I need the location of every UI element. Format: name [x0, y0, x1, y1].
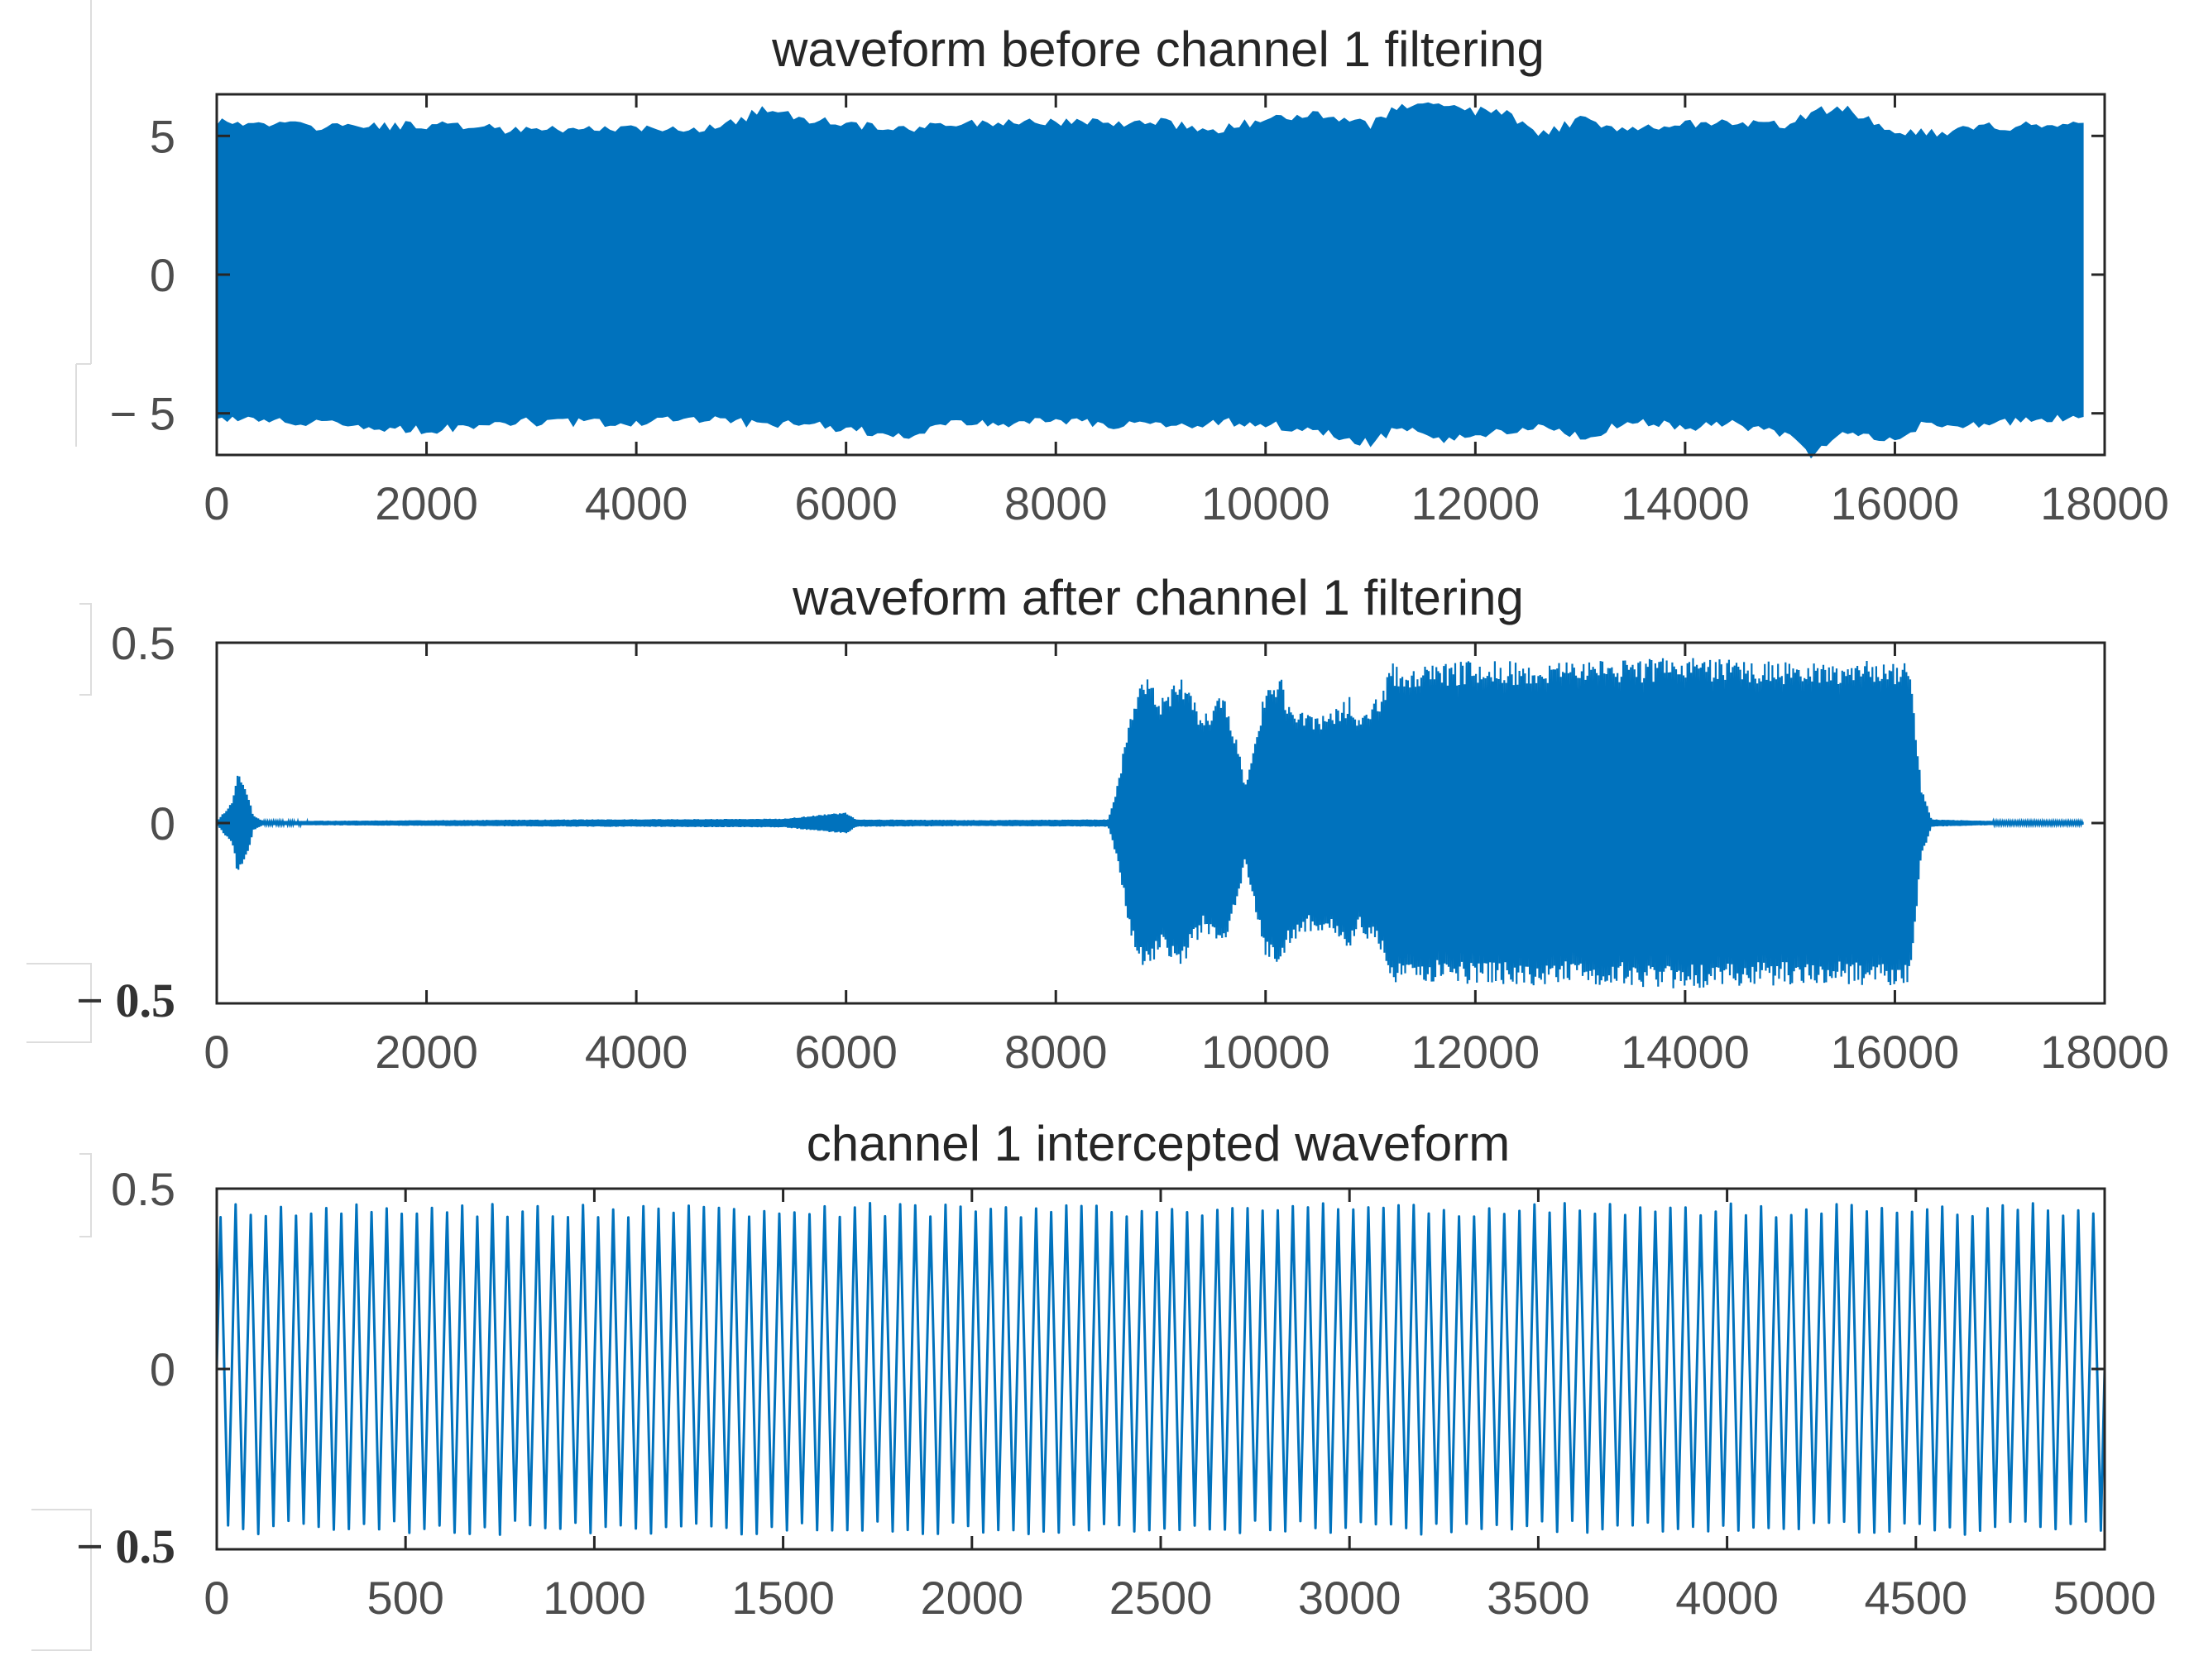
x-tick-label: 4000 [585, 477, 688, 529]
x-axis-tick-labels: 0 500 1000 1500 2000 2500 3000 3500 4000… [204, 1572, 2156, 1624]
y-tick-label: 0 [150, 1343, 175, 1395]
chart-panel-filtered: waveform after channel 1 filtering 0 200… [76, 570, 2169, 1078]
plot-border [215, 641, 2106, 1005]
plot-content [215, 1202, 2106, 1536]
x-tick-label: 6000 [794, 477, 898, 529]
axis-ticks [215, 641, 2106, 1005]
x-tick-label: 18000 [2040, 477, 2169, 529]
series-channel-1-raw [217, 102, 2084, 459]
plot-content [217, 102, 2084, 459]
plot-border [215, 1187, 2106, 1551]
x-tick-label: 14000 [1621, 1026, 1750, 1078]
x-tick-label: 16000 [1831, 1026, 1960, 1078]
chart-panel-intercepted: channel 1 intercepted waveform 0 500 100… [76, 1116, 2156, 1624]
chart-title: waveform after channel 1 filtering [792, 570, 1524, 625]
y-tick-label: − 5 [110, 388, 175, 440]
x-tick-label: 3500 [1487, 1572, 1590, 1624]
x-tick-label: 2000 [375, 1026, 478, 1078]
x-tick-label: 1000 [543, 1572, 646, 1624]
x-tick-label: 18000 [2040, 1026, 2169, 1078]
y-tick-label: 0 [150, 249, 175, 301]
x-axis-tick-labels: 0 2000 4000 6000 8000 10000 12000 14000 … [204, 477, 2168, 529]
y-tick-label: − 0.5 [76, 1520, 175, 1573]
chart-title: waveform before channel 1 filtering [771, 22, 1545, 77]
x-tick-label: 10000 [1201, 477, 1330, 529]
y-axis-tick-labels: 5 0 − 5 [110, 110, 175, 439]
x-tick-label: 0 [204, 1026, 229, 1078]
x-tick-label: 8000 [1004, 1026, 1108, 1078]
x-tick-label: 5000 [2053, 1572, 2157, 1624]
x-tick-label: 500 [366, 1572, 443, 1624]
x-tick-label: 10000 [1201, 1026, 1330, 1078]
plot-content [215, 658, 2084, 988]
x-tick-label: 14000 [1621, 477, 1750, 529]
x-tick-label: 2500 [1109, 1572, 1213, 1624]
x-tick-label: 12000 [1411, 477, 1540, 529]
y-axis-tick-labels: 0.5 0 − 0.5 [76, 1163, 175, 1573]
x-axis-tick-labels: 0 2000 4000 6000 8000 10000 12000 14000 … [204, 1026, 2168, 1078]
scan-artifacts [26, 0, 92, 1651]
y-tick-label: 0.5 [111, 617, 175, 669]
x-tick-label: 4000 [1675, 1572, 1779, 1624]
series-channel-1-segment [215, 1202, 2106, 1536]
x-tick-label: 2000 [375, 477, 478, 529]
x-tick-label: 3000 [1298, 1572, 1401, 1624]
x-tick-label: 0 [204, 477, 229, 529]
x-tick-label: 2000 [921, 1572, 1024, 1624]
x-tick-label: 0 [204, 1572, 229, 1624]
x-tick-label: 4500 [1865, 1572, 1968, 1624]
y-tick-label: 5 [150, 110, 175, 162]
y-tick-label: 0.5 [111, 1163, 175, 1215]
y-axis-tick-labels: 0.5 0 − 0.5 [76, 617, 175, 1027]
x-tick-label: 6000 [794, 1026, 898, 1078]
y-tick-label: 0 [150, 797, 175, 850]
axis-ticks [215, 1187, 2106, 1551]
x-tick-label: 8000 [1004, 477, 1108, 529]
x-tick-label: 1500 [731, 1572, 835, 1624]
y-tick-label: − 0.5 [76, 974, 175, 1027]
plot-border [215, 93, 2106, 457]
x-tick-label: 12000 [1411, 1026, 1540, 1078]
chart-title: channel 1 intercepted waveform [807, 1116, 1511, 1171]
x-tick-label: 4000 [585, 1026, 688, 1078]
chart-panel-raw: waveform before channel 1 filtering 0 20… [110, 22, 2169, 529]
axis-ticks [215, 93, 2106, 457]
x-tick-label: 16000 [1831, 477, 1960, 529]
